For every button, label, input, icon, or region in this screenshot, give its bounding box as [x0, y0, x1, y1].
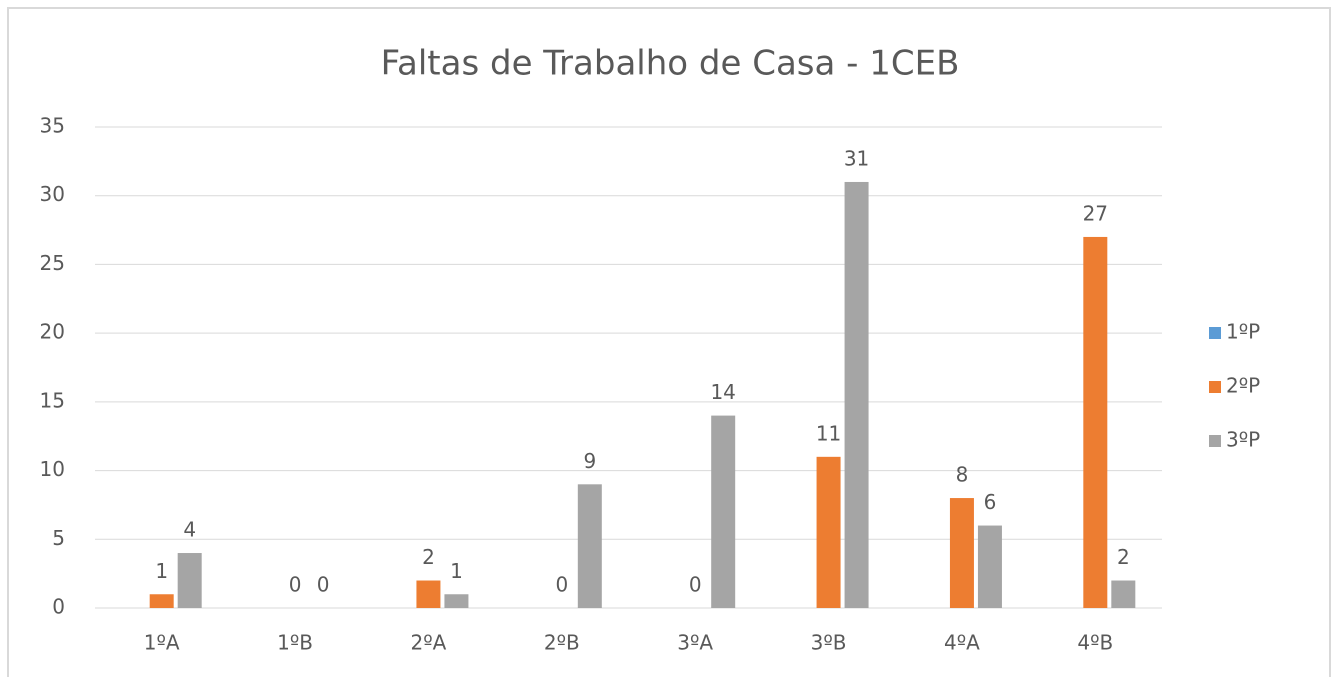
legend-swatch — [1209, 381, 1221, 393]
legend-swatch — [1209, 435, 1221, 447]
x-tick-label: 4ºA — [944, 631, 980, 655]
legend-label: 3ºP — [1226, 428, 1260, 452]
data-label: 0 — [555, 573, 568, 597]
bar — [416, 580, 441, 608]
bar — [816, 456, 841, 608]
bar — [577, 484, 602, 608]
data-label: 0 — [689, 573, 702, 597]
bar — [711, 415, 736, 608]
data-label: 8 — [956, 463, 969, 487]
bar — [977, 525, 1002, 608]
bar — [177, 553, 202, 608]
data-label: 11 — [816, 421, 841, 445]
x-tick-label: 2ºB — [544, 631, 580, 655]
x-tick-label: 4ºB — [1077, 631, 1113, 655]
data-label: 1 — [155, 559, 168, 583]
data-label: 9 — [583, 449, 596, 473]
bar — [1111, 580, 1136, 608]
y-tick-label: 0 — [52, 595, 65, 619]
data-label: 31 — [844, 146, 869, 170]
data-label: 2 — [422, 545, 435, 569]
data-label: 6 — [984, 490, 997, 514]
y-tick-label: 35 — [40, 114, 65, 138]
y-tick-label: 20 — [40, 320, 65, 344]
y-tick-label: 10 — [40, 457, 65, 481]
x-tick-label: 3ºB — [811, 631, 847, 655]
bar — [149, 594, 174, 608]
x-tick-label: 3ºA — [677, 631, 713, 655]
chart-frame — [7, 7, 1331, 677]
bar — [444, 594, 469, 608]
y-tick-label: 25 — [40, 251, 65, 275]
bar — [1083, 236, 1108, 608]
x-tick-label: 1ºB — [277, 631, 313, 655]
data-label: 27 — [1083, 201, 1108, 225]
y-tick-label: 30 — [40, 182, 65, 206]
legend-swatch — [1209, 327, 1221, 339]
bar — [949, 498, 974, 608]
data-label: 4 — [183, 518, 196, 542]
x-tick-label: 2ºA — [411, 631, 447, 655]
bar — [844, 181, 869, 608]
y-tick-label: 15 — [40, 388, 65, 412]
x-tick-label: 1ºA — [144, 631, 180, 655]
data-label: 14 — [710, 380, 735, 404]
legend-label: 1ºP — [1226, 320, 1260, 344]
data-label: 0 — [317, 573, 330, 597]
legend-label: 2ºP — [1226, 374, 1260, 398]
data-label: 0 — [289, 573, 302, 597]
y-tick-label: 5 — [52, 526, 65, 550]
data-label: 1 — [450, 559, 463, 583]
data-label: 2 — [1117, 545, 1130, 569]
chart-title: Faltas de Trabalho de Casa - 1CEB — [381, 44, 960, 84]
